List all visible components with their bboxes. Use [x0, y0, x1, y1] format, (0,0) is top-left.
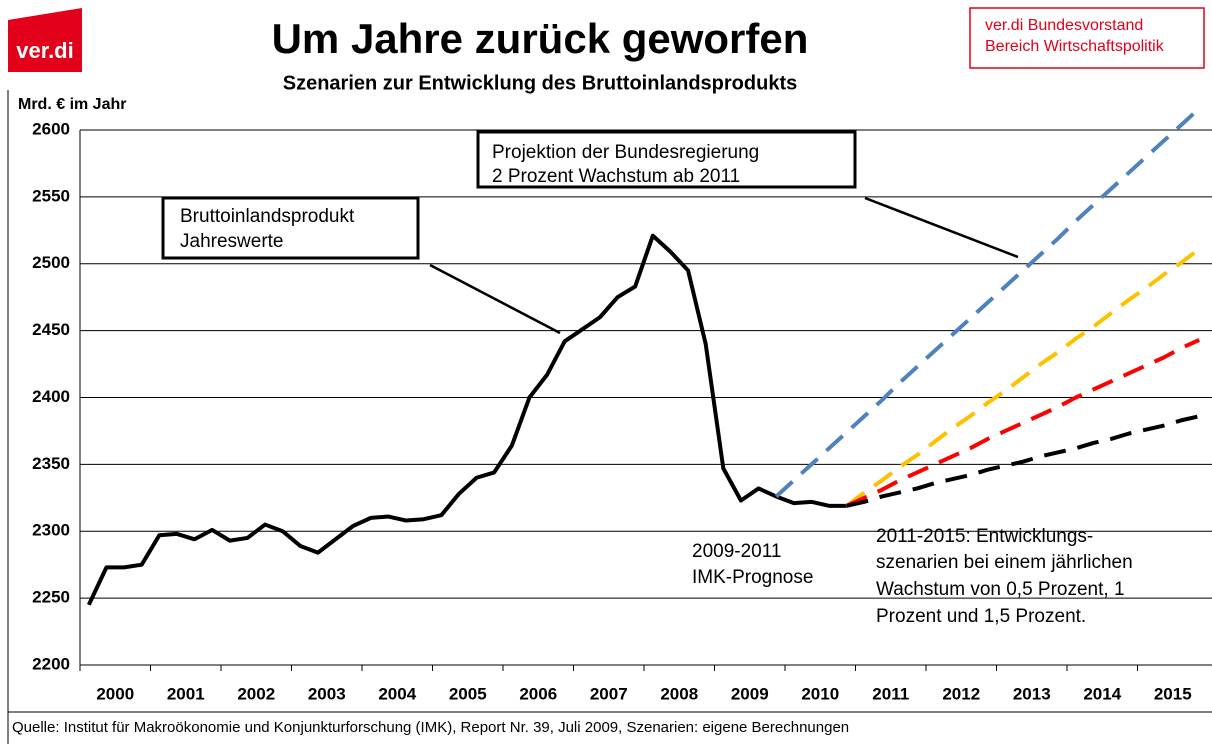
x-tick-label: 2005 — [449, 684, 487, 703]
y-tick-label: 2350 — [32, 454, 70, 473]
y-tick-label: 2250 — [32, 588, 70, 607]
line — [87, 233, 847, 606]
y-tick-label: 2450 — [32, 320, 70, 339]
annotation: IMK-Prognose — [692, 567, 813, 588]
x-tick-label: 2015 — [1154, 684, 1192, 703]
line — [846, 414, 1200, 508]
annotation: Bruttoinlandsprodukt — [180, 206, 355, 227]
line — [845, 247, 1201, 508]
chart-title: Um Jahre zurück geworfen — [272, 15, 809, 62]
y-tick-label: 2300 — [32, 521, 70, 540]
source: Quelle: Institut für Makroökonomie und K… — [12, 719, 849, 736]
annotation: Wachstum von 0,5 Prozent, 1 — [876, 579, 1125, 600]
annotation: Projektion der Bundesregierung — [492, 142, 759, 163]
y-tick-label: 2600 — [32, 119, 70, 138]
y-tick-label: 2550 — [32, 186, 70, 205]
logo-shape — [8, 8, 82, 72]
annotation: szenarien bei einem jährlichen — [876, 552, 1133, 573]
x-tick-label: 2010 — [801, 684, 839, 703]
x-tick-label: 2000 — [96, 684, 134, 703]
annotation: 2009-2011 — [692, 541, 781, 562]
publisher-box — [969, 7, 1205, 69]
y-tick-label: 2400 — [32, 387, 70, 406]
x-tick-label: 2014 — [1083, 684, 1121, 703]
x-tick-label: 2003 — [308, 684, 346, 703]
annotation-box — [161, 196, 420, 260]
publisher: Bereich Wirtschaftspolitik — [985, 38, 1165, 55]
x-tick-label: 2013 — [1013, 684, 1051, 703]
x-tick-label: 2012 — [942, 684, 980, 703]
y-tick-label: 2200 — [32, 654, 70, 673]
annotation: 2 Prozent Wachstum ab 2011 — [492, 166, 740, 187]
annotation-box — [476, 130, 857, 189]
x-tick-label: 2008 — [660, 684, 698, 703]
x-tick-label: 2001 — [167, 684, 205, 703]
publisher: ver.di Bundesvorstand — [985, 17, 1143, 34]
y-tick-label: 2500 — [32, 253, 70, 272]
x-tick-label: 2002 — [237, 684, 275, 703]
chart-subtitle: Szenarien zur Entwicklung des Bruttoinla… — [283, 72, 798, 94]
x-tick-label: 2007 — [590, 684, 628, 703]
callout — [429, 263, 561, 335]
annotation: 2011-2015: Entwicklungs- — [876, 526, 1093, 547]
x-tick-label: 2004 — [378, 684, 416, 703]
logo: ver.di — [16, 38, 73, 63]
annotation: Jahreswerte — [180, 231, 284, 252]
x-tick-label: 2009 — [731, 684, 769, 703]
x-tick-label: 2011 — [872, 684, 909, 703]
y-axis-label: Mrd. € im Jahr — [18, 96, 126, 113]
line — [845, 338, 1201, 508]
callout — [864, 196, 1019, 259]
annotation: Prozent und 1,5 Prozent. — [876, 606, 1086, 627]
line — [774, 107, 1201, 498]
x-tick-label: 2006 — [519, 684, 557, 703]
